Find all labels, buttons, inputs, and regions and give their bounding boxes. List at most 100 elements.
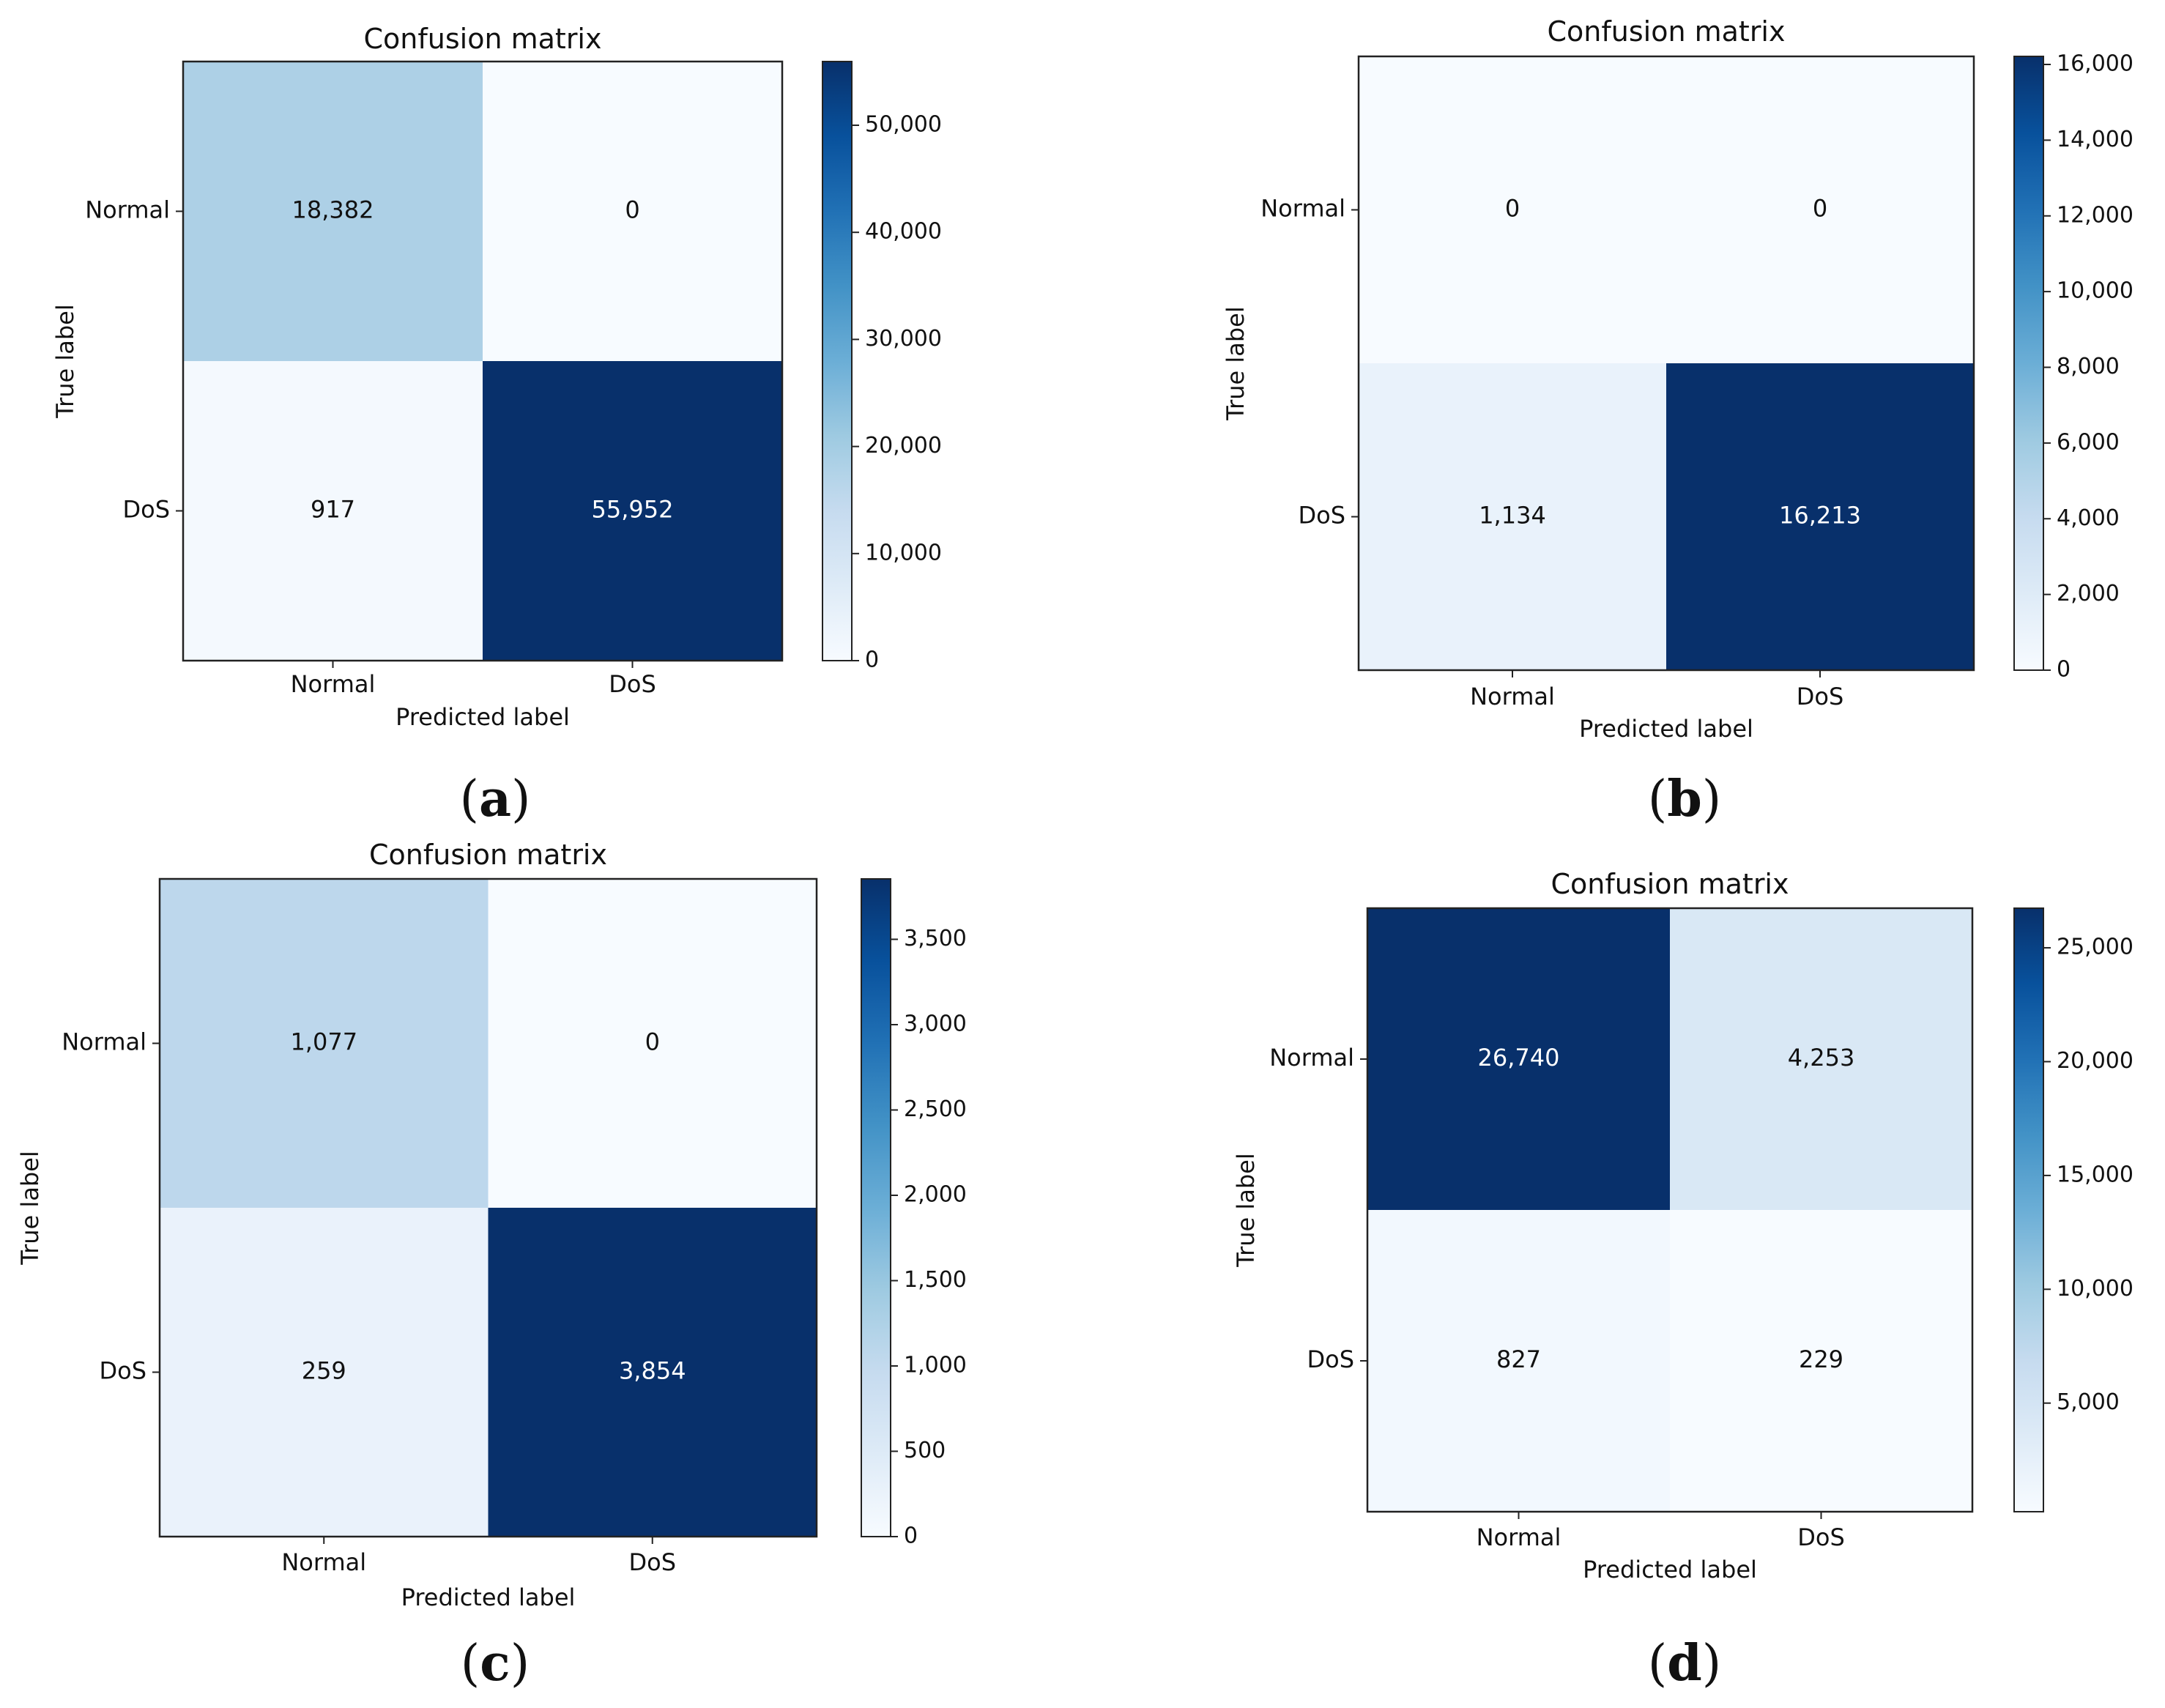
cell-value: 3,854	[619, 1357, 686, 1385]
colorbar-tick-label: 20,000	[2057, 1048, 2134, 1074]
matrix-cell	[488, 1208, 817, 1537]
panel-caption: (a)	[459, 770, 530, 828]
caption-paren: )	[511, 771, 531, 828]
colorbar	[2013, 907, 2044, 1512]
matrix-cell	[483, 62, 782, 361]
cell-value: 1,077	[290, 1028, 357, 1056]
colorbar-tick-label: 5,000	[2057, 1389, 2120, 1415]
x-axis-label: Predicted label	[1583, 1556, 1757, 1583]
matrix-cell	[183, 62, 483, 361]
colorbar-tick-label: 6,000	[2057, 429, 2120, 455]
caption-letter: a	[479, 770, 511, 828]
matrix-cell	[1359, 56, 1666, 363]
caption-paren: (	[1648, 771, 1668, 828]
colorbar-tick-label: 3,500	[904, 926, 967, 951]
colorbar-tick-label: 2,000	[2057, 581, 2120, 606]
cell-value: 0	[1813, 195, 1827, 223]
matrix-cell	[1367, 1210, 1670, 1512]
colorbar-tick-label: 50,000	[865, 112, 942, 138]
matrix-cell	[1367, 908, 1670, 1210]
colorbar-tick-label: 12,000	[2057, 202, 2134, 228]
colorbar-tick-label: 40,000	[865, 219, 942, 245]
confusion-matrix-panel-c: Confusion matrix 1,077 0 259 3,854 Normal DoS N…	[16, 839, 967, 1693]
plot-frame	[1366, 907, 1974, 1513]
caption-letter: d	[1667, 1634, 1702, 1693]
matrix-cell	[1670, 908, 1972, 1210]
confusion-matrix-panel-d: Confusion matrix 26,740 4,253 827 229 Normal D…	[1232, 868, 2134, 1693]
colorbar-tick-label: 500	[904, 1438, 946, 1463]
chart-title: Confusion matrix	[364, 23, 602, 55]
plot-frame	[182, 60, 784, 662]
x-tick-label: DoS	[628, 1548, 676, 1576]
colorbar-tick-label: 0	[904, 1523, 918, 1549]
colorbar-tick-label: 4,000	[2057, 505, 2120, 531]
caption-letter: c	[480, 1634, 510, 1693]
matrix-cell	[483, 361, 782, 661]
x-tick-label: Normal	[291, 670, 376, 698]
y-tick-label: Normal	[85, 196, 170, 224]
colorbar-tick-label: 16,000	[2057, 51, 2134, 77]
cell-value: 229	[1799, 1345, 1843, 1373]
cell-value: 0	[1505, 195, 1520, 223]
confusion-matrix-panel-b: Confusion matrix 0 0 1,134 16,213 Normal DoS No…	[1222, 15, 2134, 828]
matrix-cell	[1666, 56, 1974, 363]
y-axis-label: True label	[1222, 306, 1249, 421]
colorbar-tick-label: 14,000	[2057, 127, 2134, 152]
colorbar-tick-label: 15,000	[2057, 1162, 2134, 1187]
cell-value: 16,213	[1779, 502, 1861, 530]
cell-value: 0	[645, 1028, 660, 1056]
cell-value: 26,740	[1478, 1044, 1560, 1072]
y-axis-label: True label	[16, 1151, 44, 1266]
x-tick-label: Normal	[1470, 683, 1555, 710]
y-axis-label: True label	[1232, 1153, 1260, 1268]
y-tick-label: DoS	[1298, 502, 1345, 530]
cell-value: 259	[302, 1357, 346, 1385]
x-tick-label: DoS	[1797, 683, 1844, 710]
matrix-cell	[160, 879, 489, 1208]
panel-caption: (d)	[1648, 1634, 1722, 1693]
colorbar-tick-label: 0	[865, 647, 879, 673]
caption-paren: (	[1648, 1635, 1668, 1693]
cell-value: 827	[1496, 1345, 1541, 1373]
cell-value: 18,382	[292, 196, 374, 224]
colorbar	[861, 878, 891, 1537]
confusion-matrix-panel-a: Confusion matrix 18,382 0 917 55,952 Normal Do…	[51, 23, 942, 828]
y-tick-label: DoS	[122, 496, 170, 524]
y-axis-label: True label	[51, 304, 79, 419]
plot-frame	[158, 877, 818, 1538]
colorbar-tick-label: 3,000	[904, 1011, 967, 1036]
colorbar-tick-label: 25,000	[2057, 935, 2134, 960]
x-axis-label: Predicted label	[401, 1583, 576, 1611]
colorbar-tick-label: 10,000	[865, 540, 942, 565]
colorbar-tick-label: 30,000	[865, 326, 942, 352]
colorbar	[822, 61, 853, 661]
matrix-cell	[1666, 363, 1974, 670]
y-tick-label: Normal	[62, 1028, 146, 1056]
y-tick-label: Normal	[1260, 195, 1345, 223]
y-tick-label: Normal	[1269, 1044, 1354, 1072]
matrix-cell	[488, 879, 817, 1208]
caption-paren: )	[1702, 1635, 1722, 1693]
colorbar-tick-label: 20,000	[865, 433, 942, 458]
colorbar	[2013, 56, 2044, 671]
x-tick-label: Normal	[1477, 1523, 1561, 1551]
x-tick-label: DoS	[1797, 1523, 1845, 1551]
matrix-cell	[1359, 363, 1666, 670]
panel-caption: (b)	[1648, 770, 1722, 828]
plot-frame	[1357, 55, 1975, 672]
cell-value: 4,253	[1788, 1044, 1855, 1072]
y-tick-label: DoS	[99, 1357, 146, 1385]
panel-caption: (c)	[461, 1634, 530, 1693]
x-tick-label: Normal	[281, 1548, 366, 1576]
cell-value: 0	[625, 196, 639, 224]
caption-paren: (	[459, 771, 479, 828]
x-axis-label: Predicted label	[1579, 715, 1753, 743]
colorbar-tick-label: 10,000	[2057, 278, 2134, 304]
colorbar-tick-label: 0	[2057, 657, 2071, 683]
caption-paren: (	[461, 1635, 480, 1693]
cell-value: 55,952	[592, 496, 674, 524]
chart-title: Confusion matrix	[1548, 15, 1786, 48]
matrix-cell	[183, 361, 483, 661]
colorbar-tick-label: 1,500	[904, 1267, 967, 1293]
